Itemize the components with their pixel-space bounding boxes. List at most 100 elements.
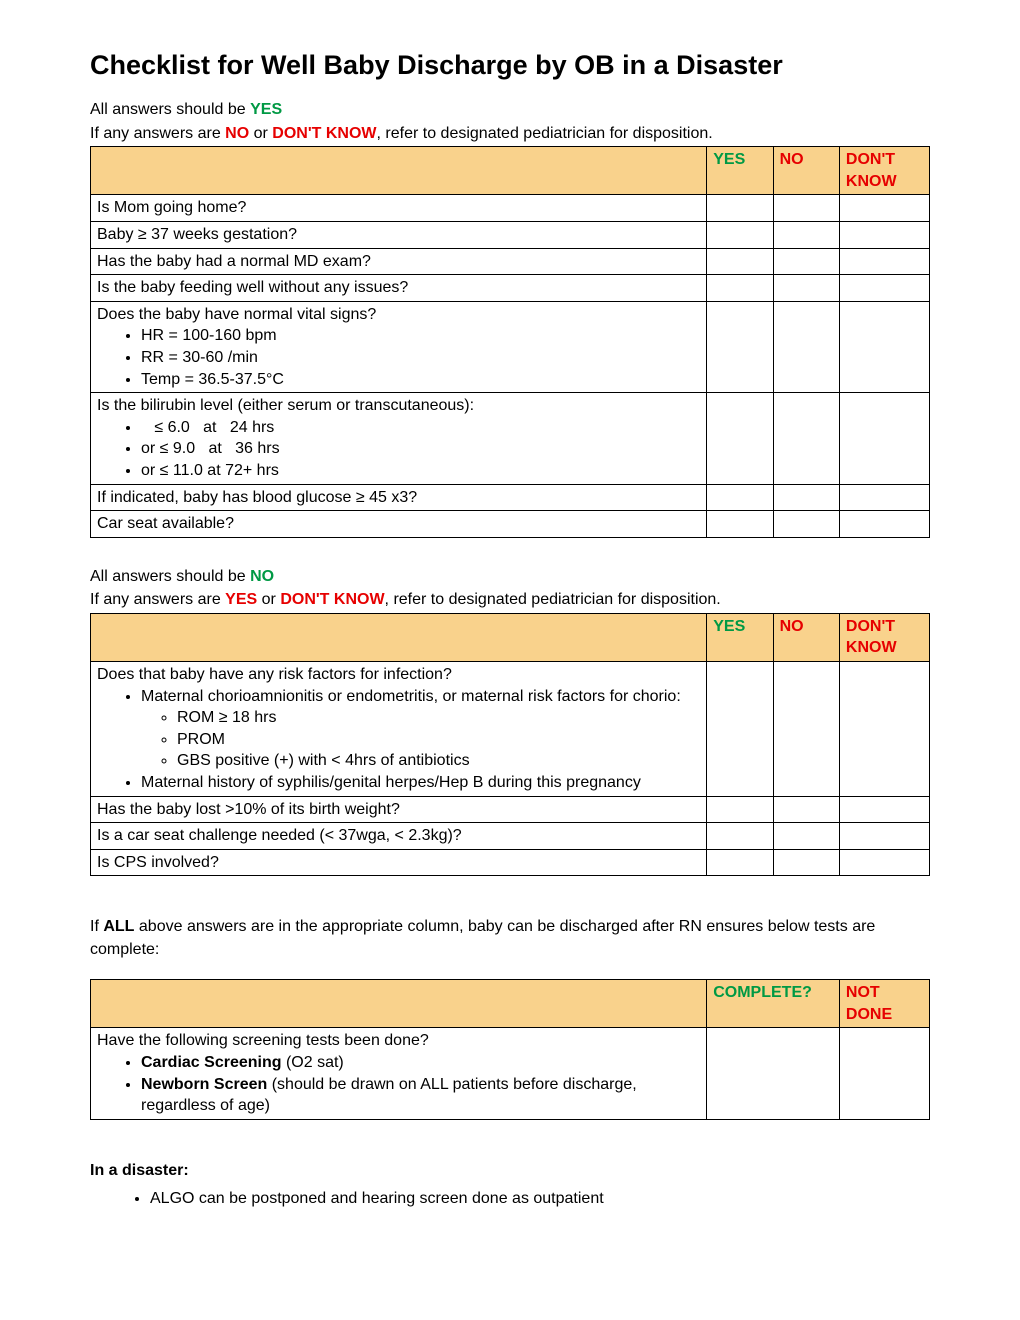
section2-intro-line1: All answers should be NO: [90, 566, 930, 588]
question-cell: If indicated, baby has blood glucose ≥ 4…: [91, 484, 707, 511]
checkbox-cell[interactable]: [707, 849, 773, 876]
section2-intro-line2: If any answers are YES or DON'T KNOW, re…: [90, 589, 930, 611]
checkbox-cell[interactable]: [839, 221, 929, 248]
text: above answers are in the appropriate col…: [90, 918, 875, 957]
checkbox-cell[interactable]: [773, 301, 839, 392]
mid-paragraph: If ALL above answers are in the appropri…: [90, 916, 930, 961]
checkbox-cell[interactable]: [707, 484, 773, 511]
list-item: Cardiac Screening (O2 sat): [141, 1052, 700, 1074]
table-row: Is the bilirubin level (either serum or …: [91, 393, 930, 484]
checkbox-cell[interactable]: [839, 849, 929, 876]
header-dk: DON'T KNOW: [839, 147, 929, 195]
table-row: Has the baby lost >10% of its birth weig…: [91, 796, 930, 823]
text: All answers should be: [90, 568, 250, 585]
question-cell: Is the baby feeding well without any iss…: [91, 275, 707, 302]
text: , refer to designated pediatrician for d…: [385, 591, 721, 608]
checkbox-cell[interactable]: [707, 221, 773, 248]
footer-bullet-list: ALGO can be postponed and hearing screen…: [90, 1190, 930, 1208]
checkbox-cell[interactable]: [707, 301, 773, 392]
checkbox-cell[interactable]: [707, 1028, 840, 1119]
no-label: NO: [225, 125, 249, 142]
checkbox-cell[interactable]: [839, 393, 929, 484]
checkbox-cell[interactable]: [773, 275, 839, 302]
bold-text: Cardiac Screening: [141, 1054, 282, 1071]
checkbox-cell[interactable]: [707, 823, 773, 850]
checkbox-cell[interactable]: [707, 248, 773, 275]
list-item: ≤ 6.0 at 24 hrs: [141, 417, 700, 439]
list-item: ROM ≥ 18 hrs: [177, 707, 700, 729]
yes-label: YES: [250, 101, 282, 118]
list-item: or ≤ 9.0 at 36 hrs: [141, 438, 700, 460]
no-label-green: NO: [250, 568, 274, 585]
list-item: Maternal chorioamnionitis or endometriti…: [141, 686, 700, 772]
checkbox-cell[interactable]: [839, 301, 929, 392]
checkbox-cell[interactable]: [707, 511, 773, 538]
list-item: ALGO can be postponed and hearing screen…: [150, 1190, 930, 1208]
checkbox-cell[interactable]: [839, 275, 929, 302]
table-header-row: COMPLETE? NOT DONE: [91, 980, 930, 1028]
table-row: Baby ≥ 37 weeks gestation?: [91, 221, 930, 248]
checkbox-cell[interactable]: [773, 195, 839, 222]
table-row: Car seat available?: [91, 511, 930, 538]
table-section3: COMPLETE? NOT DONE Have the following sc…: [90, 979, 930, 1120]
bullet-list: Cardiac Screening (O2 sat) Newborn Scree…: [97, 1052, 700, 1117]
checkbox-cell[interactable]: [839, 511, 929, 538]
table-row: Has the baby had a normal MD exam?: [91, 248, 930, 275]
checkbox-cell[interactable]: [839, 796, 929, 823]
section1-intro-line1: All answers should be YES: [90, 99, 930, 121]
list-item: PROM: [177, 729, 700, 751]
text: If any answers are: [90, 125, 225, 142]
checkbox-cell[interactable]: [839, 1028, 929, 1119]
header-blank: [91, 147, 707, 195]
question-cell: Is Mom going home?: [91, 195, 707, 222]
checkbox-cell[interactable]: [773, 393, 839, 484]
bold-text: Newborn Screen: [141, 1076, 267, 1093]
question-cell: Baby ≥ 37 weeks gestation?: [91, 221, 707, 248]
checkbox-cell[interactable]: [773, 823, 839, 850]
checkbox-cell[interactable]: [773, 484, 839, 511]
section1-intro-line2: If any answers are NO or DON'T KNOW, ref…: [90, 123, 930, 145]
checkbox-cell[interactable]: [839, 662, 929, 797]
checkbox-cell[interactable]: [839, 823, 929, 850]
question-lead: Is the bilirubin level (either serum or …: [97, 397, 474, 414]
header-blank: [91, 980, 707, 1028]
checkbox-cell[interactable]: [773, 248, 839, 275]
header-yes: YES: [707, 613, 773, 661]
checkbox-cell[interactable]: [773, 662, 839, 797]
checkbox-cell[interactable]: [707, 796, 773, 823]
bullet-list: HR = 100-160 bpm RR = 30-60 /min Temp = …: [97, 325, 700, 390]
checkbox-cell[interactable]: [839, 484, 929, 511]
list-item: HR = 100-160 bpm: [141, 325, 700, 347]
sub-bullet-list: ROM ≥ 18 hrs PROM GBS positive (+) with …: [141, 707, 700, 772]
checkbox-cell[interactable]: [773, 221, 839, 248]
table-row: If indicated, baby has blood glucose ≥ 4…: [91, 484, 930, 511]
checkbox-cell[interactable]: [773, 511, 839, 538]
checkbox-cell[interactable]: [707, 393, 773, 484]
question-cell: Car seat available?: [91, 511, 707, 538]
header-no: NO: [773, 147, 839, 195]
list-item: Temp = 36.5-37.5°C: [141, 369, 700, 391]
header-dk: DON'T KNOW: [839, 613, 929, 661]
table-header-row: YES NO DON'T KNOW: [91, 613, 930, 661]
checkbox-cell[interactable]: [707, 195, 773, 222]
question-lead: Does the baby have normal vital signs?: [97, 306, 376, 323]
page-title: Checklist for Well Baby Discharge by OB …: [90, 50, 930, 81]
checkbox-cell[interactable]: [773, 849, 839, 876]
question-lead: Does that baby have any risk factors for…: [97, 666, 452, 683]
checkbox-cell[interactable]: [707, 662, 773, 797]
checkbox-cell[interactable]: [839, 248, 929, 275]
checkbox-cell[interactable]: [839, 195, 929, 222]
table-row: Is Mom going home?: [91, 195, 930, 222]
checkbox-cell[interactable]: [773, 796, 839, 823]
question-cell: Is a car seat challenge needed (< 37wga,…: [91, 823, 707, 850]
text: , refer to designated pediatrician for d…: [377, 125, 713, 142]
checkbox-cell[interactable]: [707, 275, 773, 302]
list-item: Newborn Screen (should be drawn on ALL p…: [141, 1074, 700, 1117]
list-item: RR = 30-60 /min: [141, 347, 700, 369]
table-section2: YES NO DON'T KNOW Does that baby have an…: [90, 613, 930, 877]
question-cell: Is the bilirubin level (either serum or …: [91, 393, 707, 484]
bullet-list: Maternal chorioamnionitis or endometriti…: [97, 686, 700, 794]
footer-heading: In a disaster:: [90, 1160, 930, 1182]
question-cell: Does that baby have any risk factors for…: [91, 662, 707, 797]
question-cell: Has the baby lost >10% of its birth weig…: [91, 796, 707, 823]
